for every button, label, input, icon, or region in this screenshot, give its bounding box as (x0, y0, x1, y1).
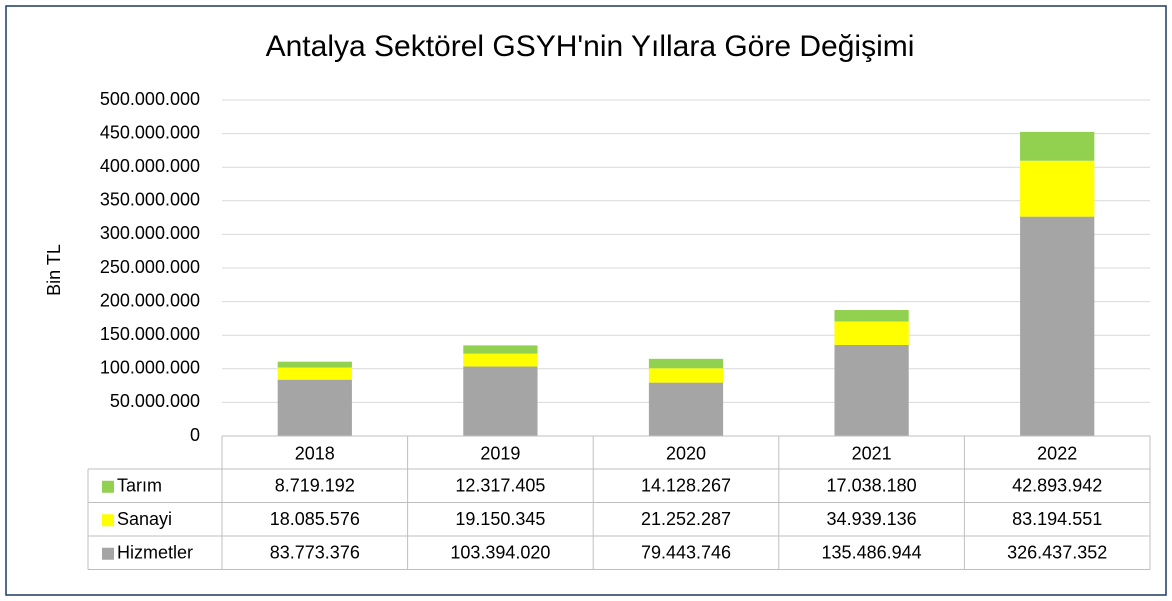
legend-key (102, 514, 114, 527)
table-value: 103.394.020 (450, 543, 550, 563)
bar-segment (834, 321, 909, 345)
y-tick-label: 300.000.000 (100, 223, 200, 243)
table-value: 326.437.352 (1007, 543, 1107, 563)
legend-label: Sanayi (117, 509, 172, 529)
bar-segment (463, 345, 538, 354)
legend-label: Hizmetler (117, 543, 193, 563)
bar-segment (648, 358, 724, 369)
chart-frame (5, 5, 1167, 596)
legend-key (102, 480, 114, 493)
y-tick-label: 0 (190, 425, 200, 445)
table-value: 12.317.405 (455, 476, 545, 496)
bar-segment (277, 361, 352, 368)
table-value: 135.486.944 (822, 543, 922, 563)
table-value: 14.128.267 (641, 476, 731, 496)
y-tick-label: 450.000.000 (100, 122, 200, 142)
table-value: 17.038.180 (827, 476, 917, 496)
table-value: 79.443.746 (641, 543, 731, 563)
bar-segment (1020, 216, 1095, 436)
table-value: 83.773.376 (270, 543, 360, 563)
table-value: 8.719.192 (275, 476, 355, 496)
bar-segment (834, 310, 909, 322)
y-tick-label: 100.000.000 (100, 358, 200, 378)
table-value: 18.085.576 (270, 509, 360, 529)
bar-segment (463, 366, 538, 436)
x-tick-label: 2021 (852, 443, 892, 463)
table-value: 19.150.345 (455, 509, 545, 529)
legend-key (102, 547, 114, 560)
x-tick-label: 2020 (666, 443, 706, 463)
y-tick-label: 400.000.000 (100, 156, 200, 176)
bar-segment (277, 379, 352, 436)
y-tick-label: 250.000.000 (100, 257, 200, 277)
y-tick-label: 150.000.000 (100, 324, 200, 344)
x-tick-label: 2018 (295, 443, 335, 463)
y-tick-label: 200.000.000 (100, 290, 200, 310)
legend-label: Tarım (117, 476, 162, 496)
y-axis-label: Bin TL (44, 244, 64, 296)
x-tick-label: 2022 (1037, 443, 1077, 463)
x-tick-label: 2019 (480, 443, 520, 463)
bar-segment (1020, 131, 1095, 161)
y-tick-label: 500.000.000 (100, 89, 200, 109)
bar-segment (463, 353, 538, 367)
bar-segment (648, 382, 724, 436)
y-tick-label: 50.000.000 (110, 391, 200, 411)
table-value: 21.252.287 (641, 509, 731, 529)
bar-segment (648, 368, 724, 383)
table-value: 83.194.551 (1012, 509, 1102, 529)
bar-segment (1020, 160, 1095, 217)
chart-title: Antalya Sektörel GSYH'nin Yıllara Göre D… (266, 30, 915, 63)
bar-segment (277, 367, 352, 380)
bar-segment (834, 344, 909, 436)
table-value: 34.939.136 (827, 509, 917, 529)
table-value: 42.893.942 (1012, 476, 1102, 496)
y-tick-label: 350.000.000 (100, 190, 200, 210)
